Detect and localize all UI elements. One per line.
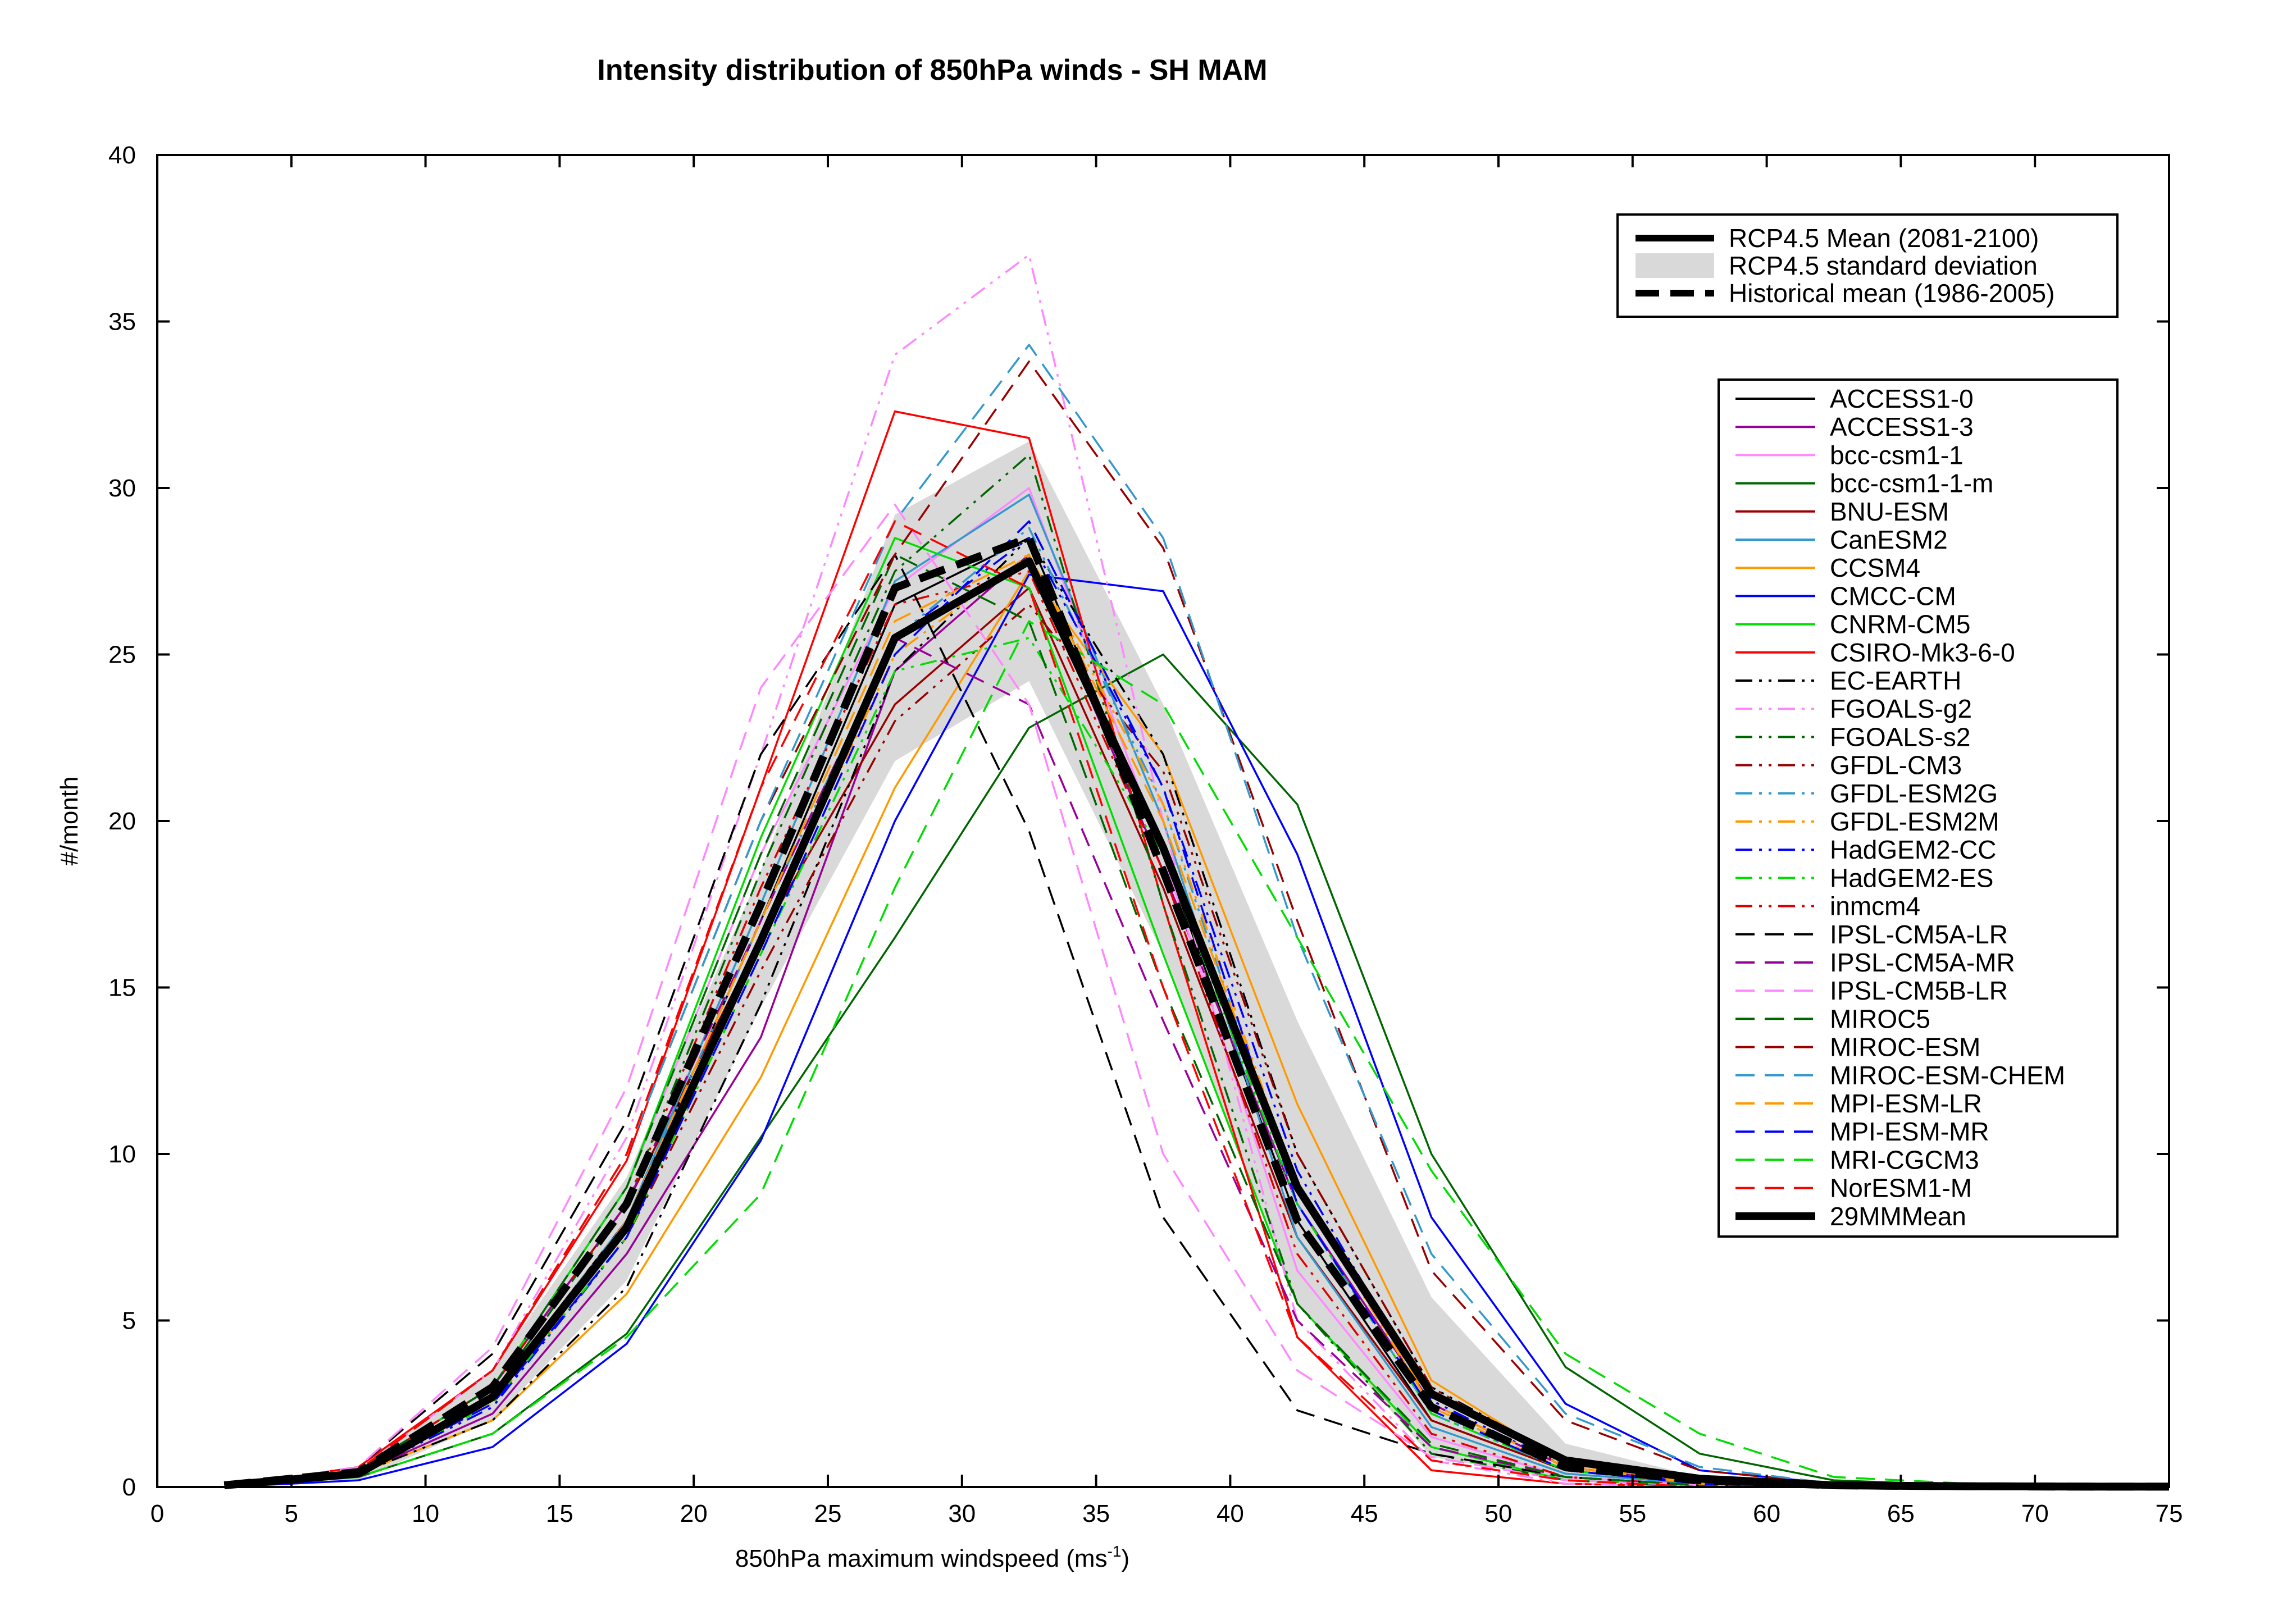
y-tick-label: 10 <box>108 1141 136 1168</box>
legend-label: IPSL-CM5A-LR <box>1830 920 2008 949</box>
legend-main-label: RCP4.5 standard deviation <box>1729 251 2038 280</box>
legend-label: MIROC-ESM-CHEM <box>1830 1061 2065 1090</box>
x-tick-label: 25 <box>814 1500 842 1527</box>
series-line-inmcm4 <box>224 570 2169 1488</box>
legend-label: CSIRO-Mk3-6-0 <box>1830 638 2015 667</box>
legend-label: HadGEM2-CC <box>1830 835 1997 864</box>
legend-label: GFDL-ESM2M <box>1830 807 1999 836</box>
y-tick-label: 40 <box>108 142 136 169</box>
legend-models: ACCESS1-0ACCESS1-3bcc-csm1-1bcc-csm1-1-m… <box>1718 378 2119 1238</box>
legend-label: FGOALS-g2 <box>1830 694 1972 723</box>
x-tick-label: 5 <box>285 1500 298 1527</box>
legend-swatch-band <box>1636 253 1714 278</box>
legend-label: EC-EARTH <box>1830 666 1961 695</box>
x-tick-label: 65 <box>1887 1500 1915 1527</box>
series-line-ec-earth <box>224 537 2169 1488</box>
x-tick-label: 35 <box>1082 1500 1110 1527</box>
legend-label: BNU-ESM <box>1830 497 1949 526</box>
y-tick-label: 35 <box>108 308 136 336</box>
legend-label: ACCESS1-3 <box>1830 412 1974 441</box>
y-tick-label: 15 <box>108 974 136 1002</box>
legend-label: IPSL-CM5A-MR <box>1830 948 2015 977</box>
legend-label: HadGEM2-ES <box>1830 863 1993 892</box>
y-tick-label: 5 <box>122 1307 136 1335</box>
axis-layer: 0 5 10 15 20 25 30 35 40 45 50 55 60 65 70 75 0 5 10 15 20 25… <box>108 142 2183 1527</box>
legend-label: GFDL-CM3 <box>1830 751 1962 780</box>
legend-label: CNRM-CM5 <box>1830 610 1970 639</box>
legend-label: bcc-csm1-1-m <box>1830 469 1993 498</box>
x-tick-label: 30 <box>948 1500 976 1527</box>
series-line-miroc5 <box>224 553 2169 1488</box>
legend-label: CMCC-CM <box>1830 581 1956 610</box>
x-axis-label-sup: -1 <box>1108 1543 1122 1560</box>
y-axis-label: #/month <box>56 777 83 866</box>
x-axis-label-end: ) <box>1121 1545 1129 1572</box>
x-tick-label: 40 <box>1217 1500 1244 1527</box>
y-tick-label: 30 <box>108 475 136 502</box>
legend-label: 29MMMean <box>1830 1202 1966 1231</box>
x-tick-label: 60 <box>1753 1500 1780 1527</box>
legend-label: MIROC-ESM <box>1830 1033 1980 1062</box>
y-tick-label: 0 <box>122 1474 136 1501</box>
legend-label: bcc-csm1-1 <box>1830 440 1964 469</box>
y-tick-label: 20 <box>108 808 136 835</box>
x-axis-label-main: 850hPa maximum windspeed (ms <box>735 1545 1108 1572</box>
chart-title: Intensity distribution of 850hPa winds -… <box>597 54 1267 86</box>
legend-label: MPI-ESM-MR <box>1830 1117 1989 1146</box>
legend-label: MIROC5 <box>1830 1004 1930 1033</box>
legend-label: IPSL-CM5B-LR <box>1830 976 2008 1005</box>
series-line-mpi-esm-mr <box>224 520 2169 1488</box>
legend-label: ACCESS1-0 <box>1830 384 1974 413</box>
legend-main-label: Historical mean (1986-2005) <box>1729 279 2054 308</box>
x-tick-label: 20 <box>680 1500 708 1527</box>
x-axis-label: 850hPa maximum windspeed (ms-1) <box>735 1543 1129 1572</box>
historical-mean-line <box>224 534 2169 1491</box>
x-tick-label: 70 <box>2021 1500 2049 1527</box>
legend-label: MPI-ESM-LR <box>1830 1089 1982 1118</box>
x-tick-label: 15 <box>546 1500 573 1527</box>
x-tick-label: 75 <box>2156 1500 2183 1527</box>
x-tick-label: 55 <box>1619 1500 1646 1527</box>
legend-label: NorESM1-M <box>1830 1174 1972 1203</box>
legend-models-box <box>1718 378 2119 1238</box>
x-tick-label: 45 <box>1351 1500 1378 1527</box>
legend-label: MRI-CGCM3 <box>1830 1145 1979 1174</box>
x-tick-label: 0 <box>151 1500 164 1527</box>
legend-main-label: RCP4.5 Mean (2081-2100) <box>1729 223 2039 253</box>
x-tick-label: 10 <box>412 1500 439 1527</box>
legend-label: FGOALS-s2 <box>1830 722 1971 751</box>
legend-label: GFDL-ESM2G <box>1830 779 1998 808</box>
y-tick-label: 25 <box>108 641 136 669</box>
legend-main: RCP4.5 Mean (2081-2100)RCP4.5 standard d… <box>1616 213 2119 318</box>
legend-label: inmcm4 <box>1830 892 1920 921</box>
legend-label: CanESM2 <box>1830 525 1948 554</box>
legend-label: CCSM4 <box>1830 553 1920 582</box>
x-tick-label: 50 <box>1485 1500 1513 1527</box>
